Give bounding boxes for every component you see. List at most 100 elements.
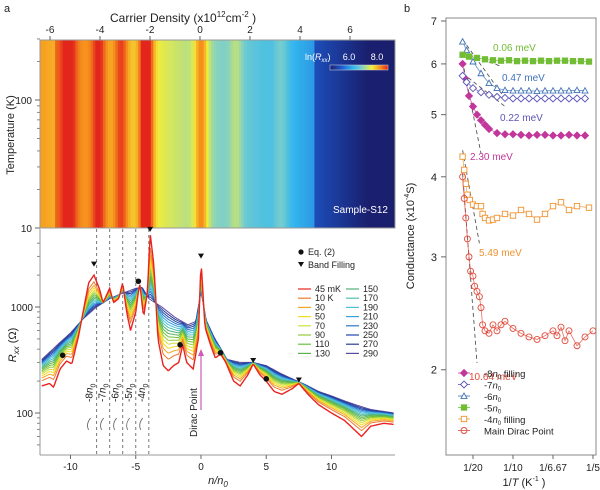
heatmap-column bbox=[188, 40, 192, 228]
heatmap-x-tick-label: -6 bbox=[46, 25, 55, 36]
heatmap-column bbox=[299, 40, 303, 228]
heatmap-column bbox=[238, 40, 243, 228]
heatmap-column bbox=[362, 40, 366, 228]
heatmap-column bbox=[206, 40, 210, 228]
heatmap-column bbox=[271, 40, 275, 228]
heatmap-column bbox=[231, 40, 235, 228]
heatmap-column bbox=[374, 40, 378, 228]
heatmap-column bbox=[226, 40, 230, 228]
heatmap-column bbox=[155, 40, 159, 228]
gap-label: 0.47 meV bbox=[502, 73, 545, 84]
data-point bbox=[556, 94, 566, 103]
data-point bbox=[497, 321, 505, 329]
heatmap-column bbox=[327, 40, 331, 228]
heatmap-column bbox=[52, 40, 56, 228]
heatmap-column bbox=[70, 40, 74, 228]
data-point bbox=[462, 77, 471, 87]
filling-vline-bracket bbox=[139, 417, 144, 431]
conductance-y-axis: 2 3 4 5 6 7 bbox=[431, 16, 446, 377]
conductance-x-tick-label: 1/6.67 bbox=[539, 463, 567, 474]
heatmap-column bbox=[125, 40, 129, 228]
heatmap-column bbox=[392, 40, 395, 228]
legend-label: -7n0 bbox=[484, 381, 502, 393]
heatmap-x-tick-label: 0 bbox=[197, 25, 203, 36]
heatmap-column bbox=[281, 40, 285, 228]
data-point bbox=[492, 128, 502, 138]
fit-line bbox=[462, 72, 506, 107]
heatmap-column bbox=[387, 40, 391, 228]
rxx-ylabel: Rxx (Ω) bbox=[7, 328, 21, 363]
data-point bbox=[500, 93, 510, 103]
data-point bbox=[458, 59, 467, 69]
data-point bbox=[484, 124, 494, 134]
heatmap-x-tick-label: -2 bbox=[146, 25, 155, 36]
legend-series-label: 10 K bbox=[315, 293, 334, 303]
data-point bbox=[561, 337, 569, 345]
heatmap-column bbox=[286, 40, 290, 228]
data-point bbox=[525, 86, 533, 94]
data-point bbox=[524, 94, 534, 103]
data-point bbox=[472, 110, 482, 119]
heatmap-column bbox=[203, 40, 207, 228]
heatmap-column bbox=[216, 40, 220, 228]
legend-label: -8n0 filling bbox=[484, 369, 525, 381]
heatmap-column bbox=[158, 40, 162, 228]
heatmap-column bbox=[264, 40, 268, 228]
rxx-y-tick-label: 1000 bbox=[11, 303, 34, 314]
legend-marker bbox=[460, 404, 468, 411]
data-point bbox=[489, 57, 497, 64]
heatmap-column bbox=[306, 40, 310, 228]
dirac-point-annotation: Dirac Point bbox=[189, 349, 204, 437]
heatmap-column bbox=[191, 40, 195, 228]
heatmap-column bbox=[168, 40, 172, 228]
heatmap-column bbox=[148, 40, 152, 228]
data-point bbox=[492, 92, 502, 102]
heatmap-column bbox=[296, 40, 300, 228]
data-point bbox=[564, 130, 574, 140]
data-point bbox=[573, 86, 581, 94]
data-point bbox=[569, 57, 577, 65]
heatmap-y-axis: 10 100 bbox=[15, 38, 40, 235]
data-point bbox=[469, 57, 477, 65]
eq2-marker bbox=[263, 376, 270, 382]
data-point bbox=[459, 153, 466, 160]
data-point bbox=[462, 180, 469, 187]
data-point bbox=[509, 324, 517, 332]
data-point bbox=[540, 94, 550, 103]
heatmap-column bbox=[57, 40, 61, 228]
data-point bbox=[541, 210, 549, 218]
data-point bbox=[533, 87, 541, 95]
filling-vline-bracket bbox=[100, 417, 104, 431]
series-2 bbox=[458, 37, 589, 95]
heatmap-column bbox=[186, 40, 190, 228]
heatmap-column bbox=[301, 40, 305, 228]
heatmap-y-tick-label: 10 bbox=[21, 224, 33, 235]
data-point bbox=[532, 94, 542, 103]
data-point bbox=[549, 86, 557, 94]
heatmap-column bbox=[60, 40, 64, 228]
data-point bbox=[553, 332, 561, 340]
conductance-xlabel: 1/T (K-1 ) bbox=[503, 476, 546, 489]
data-point bbox=[516, 130, 526, 140]
heatmap-column bbox=[332, 40, 336, 228]
data-point bbox=[475, 293, 483, 301]
heatmap-column bbox=[364, 40, 368, 228]
heatmap-column bbox=[316, 40, 321, 228]
data-point bbox=[545, 57, 553, 65]
heatmap-column bbox=[145, 40, 149, 228]
heatmap-column bbox=[113, 40, 117, 228]
legend-marker bbox=[460, 415, 468, 423]
filling-vline-label: -8n0 bbox=[85, 384, 98, 402]
data-point bbox=[458, 71, 467, 80]
heatmap-column bbox=[339, 40, 343, 228]
data-point bbox=[460, 195, 468, 202]
heatmap-column bbox=[372, 40, 376, 228]
legend-series-label: 190 bbox=[363, 302, 378, 312]
heatmap-column bbox=[233, 40, 237, 228]
data-point bbox=[509, 86, 517, 94]
heatmap-column bbox=[130, 40, 134, 228]
dirac-point-arrowhead bbox=[198, 349, 204, 356]
conductance-legend: -8n0 filling-7n0-6n0-5n0-4n0 fillingMain… bbox=[458, 368, 554, 438]
heatmap-column bbox=[115, 40, 119, 228]
data-point bbox=[580, 131, 590, 140]
